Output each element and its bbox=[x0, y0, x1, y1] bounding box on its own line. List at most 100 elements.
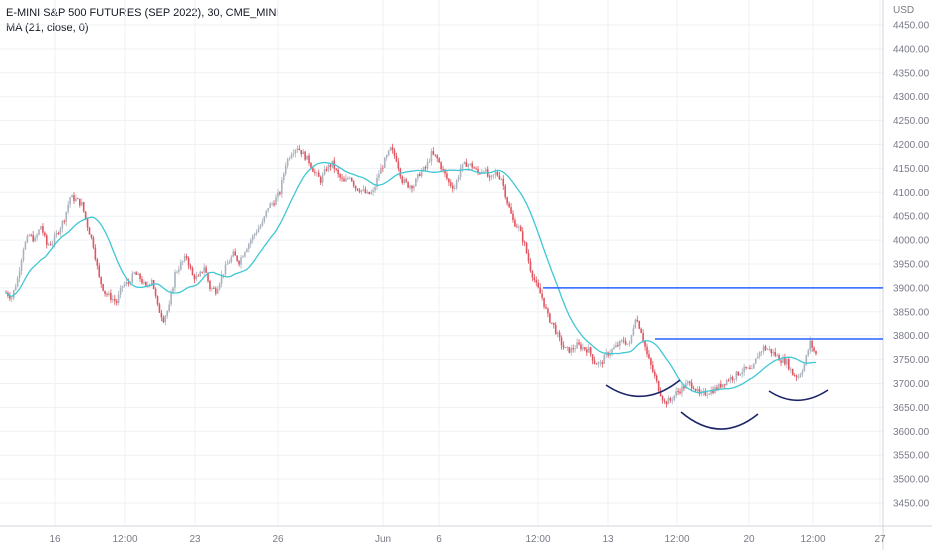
candle-body bbox=[325, 169, 328, 171]
candle-body bbox=[24, 242, 27, 250]
candle-body bbox=[164, 316, 167, 323]
candle-body bbox=[284, 165, 287, 174]
candle-body bbox=[32, 235, 34, 242]
candle-body bbox=[525, 242, 528, 254]
candle-body bbox=[622, 340, 625, 342]
candle-body bbox=[510, 207, 512, 214]
candle-body bbox=[585, 349, 588, 353]
candle-body bbox=[360, 189, 363, 192]
candle-body bbox=[20, 260, 23, 271]
candle-body bbox=[483, 171, 485, 173]
candle-body bbox=[61, 220, 64, 229]
candle-body bbox=[609, 353, 611, 356]
candle-body bbox=[527, 253, 530, 262]
candle-body bbox=[451, 185, 454, 189]
candle-body bbox=[549, 313, 551, 323]
right-shoulder-arc bbox=[768, 389, 829, 401]
candle-body bbox=[518, 226, 520, 228]
candle-body bbox=[681, 386, 683, 394]
candle-body bbox=[323, 169, 326, 175]
candle-body bbox=[420, 171, 423, 177]
candle-body bbox=[797, 376, 800, 378]
candle-body bbox=[145, 281, 147, 286]
candle-body bbox=[543, 297, 545, 307]
candle-body bbox=[663, 400, 666, 402]
candle-body bbox=[376, 177, 378, 187]
candle-body bbox=[189, 265, 192, 268]
candle-body bbox=[263, 216, 266, 222]
candle-body bbox=[244, 252, 246, 257]
candle-body bbox=[150, 280, 153, 285]
candle-body bbox=[403, 179, 406, 183]
candle-body bbox=[801, 370, 804, 375]
candle-body bbox=[181, 261, 184, 263]
ma-21-line bbox=[5, 161, 816, 394]
candle-body bbox=[296, 148, 299, 151]
candle-body bbox=[100, 276, 102, 285]
candle-body bbox=[174, 272, 176, 288]
candle-body bbox=[45, 235, 48, 245]
candle-body bbox=[615, 345, 617, 348]
candle-body bbox=[102, 284, 104, 291]
candle-body bbox=[259, 225, 262, 229]
candle-body bbox=[671, 399, 674, 401]
candle-body bbox=[246, 249, 248, 253]
candle-body bbox=[770, 348, 773, 354]
candle-body bbox=[69, 197, 71, 205]
candle-body bbox=[143, 281, 145, 284]
candle-body bbox=[519, 226, 522, 232]
candle-body bbox=[362, 189, 365, 191]
candle-body bbox=[712, 389, 714, 394]
candle-body bbox=[401, 176, 404, 183]
candle-body bbox=[16, 277, 19, 287]
candle-body bbox=[564, 347, 567, 349]
y-tick-label: 4250.00 bbox=[893, 116, 930, 127]
candle-body bbox=[661, 396, 664, 401]
candle-body bbox=[574, 348, 576, 350]
candle-body bbox=[562, 345, 565, 348]
candle-body bbox=[453, 188, 456, 189]
x-tick-label: 12:00 bbox=[664, 534, 689, 545]
candle-body bbox=[568, 347, 571, 353]
candle-body bbox=[673, 395, 676, 400]
candle-body bbox=[166, 311, 169, 317]
candle-body bbox=[745, 366, 747, 368]
candle-body bbox=[368, 191, 371, 195]
candle-body bbox=[385, 155, 388, 158]
candle-body bbox=[716, 387, 718, 390]
candle-body bbox=[366, 191, 369, 194]
candle-body bbox=[44, 232, 46, 236]
candle-body bbox=[286, 159, 289, 166]
candle-body bbox=[652, 364, 654, 372]
candle-body bbox=[30, 235, 33, 236]
candle-body bbox=[389, 147, 392, 151]
candle-body bbox=[288, 158, 291, 160]
candle-body bbox=[498, 175, 501, 180]
candle-body bbox=[345, 178, 347, 182]
candle-body bbox=[529, 261, 532, 272]
candle-body bbox=[426, 161, 429, 169]
candle-body bbox=[626, 343, 629, 345]
candle-body bbox=[807, 350, 810, 356]
y-tick-label: 4350.00 bbox=[893, 68, 930, 79]
candle-body bbox=[418, 174, 421, 177]
symbol-title: E-MINI S&P 500 FUTURES (SEP 2022), 30, C… bbox=[6, 7, 280, 19]
x-tick-label: 12:00 bbox=[525, 534, 550, 545]
candle-body bbox=[595, 363, 598, 365]
candle-body bbox=[133, 272, 136, 274]
candle-body bbox=[387, 150, 390, 156]
candle-body bbox=[624, 341, 627, 345]
candle-body bbox=[475, 168, 477, 170]
candle-body bbox=[168, 304, 170, 312]
candle-body bbox=[580, 344, 582, 350]
candle-body bbox=[220, 274, 223, 284]
candle-body bbox=[727, 380, 730, 381]
candle-body bbox=[541, 293, 543, 298]
candle-body bbox=[222, 274, 225, 275]
candle-body bbox=[59, 228, 62, 234]
candle-body bbox=[92, 237, 95, 248]
candle-body bbox=[127, 282, 130, 284]
candle-body bbox=[694, 388, 697, 391]
candle-body bbox=[531, 271, 534, 278]
